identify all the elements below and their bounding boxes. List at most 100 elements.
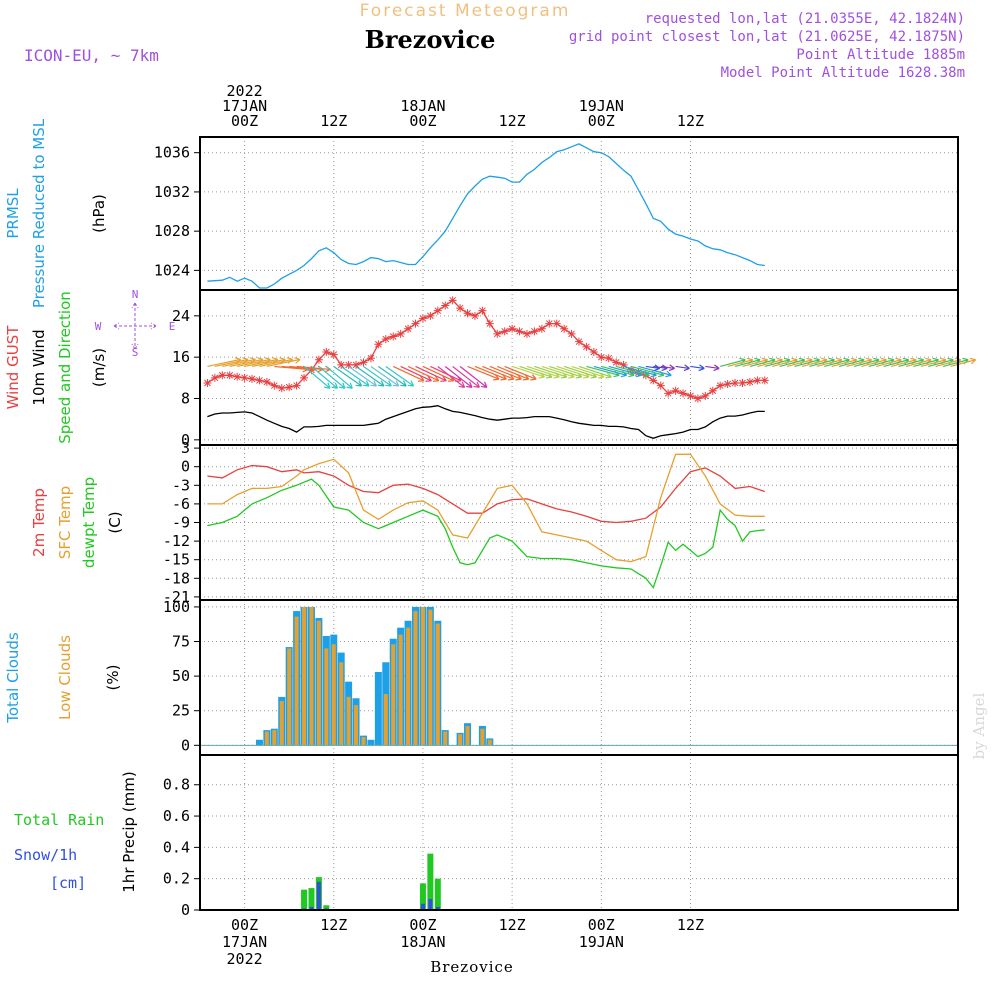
footer-location: Brezovice	[430, 958, 514, 976]
time-tick-label: 00Z	[231, 916, 258, 934]
wind-direction-arrow	[318, 366, 346, 389]
bar-total-rain	[427, 853, 434, 910]
bar-low-clouds	[413, 611, 418, 746]
panel-label: Speed and Direction	[56, 291, 74, 444]
model-altitude: Model Point Altitude 1628.38m	[721, 65, 965, 81]
line-dewpt-temp	[207, 478, 765, 589]
bar-low-clouds	[420, 606, 425, 746]
wind-direction-arrow	[378, 365, 407, 387]
gust-marker	[456, 304, 465, 313]
gust-marker	[389, 332, 398, 341]
gust-marker	[485, 319, 494, 328]
bar-total-clouds	[374, 671, 382, 746]
gust-marker	[597, 353, 606, 362]
bar-low-clouds	[272, 730, 277, 746]
panel-label: Pressure Reduced to MSL	[30, 118, 48, 308]
bar-low-clouds	[302, 606, 307, 746]
panel-wind: 0 8 16 24 N S W E Wind GUST 10m Wind Speed and Dir…	[4, 288, 977, 449]
wind-direction-arrow	[355, 365, 385, 387]
time-tick-label: 17JAN	[222, 933, 267, 951]
line-2m-temp	[207, 464, 766, 524]
gust-marker	[307, 366, 316, 375]
panel-frame	[199, 754, 959, 911]
bar-snow-1h	[316, 881, 321, 910]
bar-snow-1h	[428, 899, 433, 910]
gust-marker	[433, 306, 442, 315]
gust-marker	[470, 311, 479, 320]
time-tick-label: 00Z	[588, 916, 615, 934]
wind-direction-arrow	[325, 366, 353, 389]
y-tick-label: 1028	[154, 222, 190, 240]
y-tick-label: 50	[172, 667, 190, 685]
y-tick-label: 75	[172, 633, 190, 651]
time-tick-label: 00Z	[231, 112, 258, 130]
time-tick-label: 18JAN	[400, 933, 445, 951]
wind-direction-arrow	[504, 365, 537, 381]
gust-marker	[500, 327, 509, 336]
panels: 1024 1028 1032 1036 PRMSL Pressure Reduced to…	[4, 118, 977, 919]
time-tick-label: 19JAN	[579, 933, 624, 951]
gust-marker	[686, 391, 695, 400]
panel-label: (C)	[106, 511, 124, 533]
wind-direction-arrow	[578, 365, 612, 379]
time-tick-label: 19JAN	[579, 97, 624, 115]
panel-label: (m/s)	[90, 348, 108, 387]
y-tick-label: 0.4	[163, 838, 190, 856]
bar-total-rain	[308, 888, 315, 910]
panel-label: SFC Temp	[56, 486, 74, 559]
bar-low-clouds	[465, 725, 470, 746]
gust-marker	[352, 360, 361, 369]
time-tick-label: 2022	[227, 82, 263, 100]
model-name: ICON-EU, ~ 7km	[24, 46, 159, 65]
compass-rose: N S W E	[95, 288, 176, 359]
bar-low-clouds	[406, 627, 411, 746]
bar-low-clouds	[443, 731, 448, 746]
bar-low-clouds	[264, 731, 269, 746]
time-tick-label: 12Z	[499, 916, 526, 934]
time-tick-label: 12Z	[320, 112, 347, 130]
bar-low-clouds	[383, 694, 388, 746]
y-tick-label: 0	[181, 901, 190, 919]
panel-frame	[199, 136, 959, 291]
gust-marker	[292, 381, 301, 390]
gust-marker	[515, 327, 524, 336]
gust-marker	[203, 379, 212, 387]
y-tick-label: 3	[181, 439, 190, 457]
time-tick-label: 18JAN	[400, 97, 445, 115]
gust-marker	[545, 319, 554, 328]
gust-marker	[411, 319, 420, 328]
gust-marker	[248, 374, 257, 383]
point-altitude: Point Altitude 1885m	[796, 47, 965, 63]
panel-temperature: 30-3-6-9-12-15-18-21 2m Temp SFC Temp dewpt…	[30, 439, 959, 606]
bar-low-clouds	[287, 648, 292, 746]
wind-direction-arrow	[459, 365, 488, 388]
panel-precip: 0 0.2 0.4 0.6 0.8 Total Rain Snow/1h [cm] 1hr Pr…	[14, 754, 959, 919]
y-tick-label: 0.6	[163, 807, 190, 825]
gust-marker	[508, 324, 517, 333]
bar-snow-1h	[435, 906, 440, 910]
y-tick-label: 1024	[154, 261, 190, 279]
bar-low-clouds	[331, 644, 336, 746]
wind-direction-arrow	[303, 366, 331, 389]
gust-marker	[708, 386, 717, 395]
gust-marker	[448, 296, 457, 305]
gust-marker	[270, 381, 279, 390]
bar-low-clouds	[391, 644, 396, 746]
gust-marker	[701, 391, 710, 400]
gust-marker	[575, 337, 583, 346]
gust-marker	[745, 377, 754, 386]
time-tick-label: 2022	[227, 950, 263, 968]
compass-n: N	[132, 288, 139, 301]
wind-direction-arrow	[660, 364, 675, 372]
wind-direction-arrow	[340, 365, 370, 387]
bar-total-clouds	[255, 739, 263, 746]
y-tick-label: 0.2	[163, 870, 190, 888]
bar-low-clouds	[398, 634, 403, 746]
y-tick-label: -12	[163, 532, 190, 550]
gust-marker	[478, 306, 487, 315]
wind-direction-arrow	[452, 365, 481, 388]
y-tick-label: -3	[172, 476, 190, 494]
panel-label: Low Clouds	[56, 635, 74, 720]
wind-direction-arrow	[348, 365, 378, 387]
